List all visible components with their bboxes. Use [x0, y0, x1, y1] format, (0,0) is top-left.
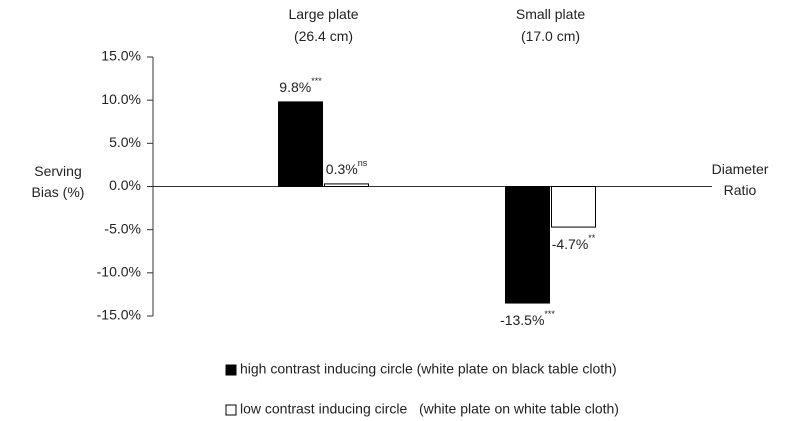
y-tick-label: -10.0%: [97, 264, 141, 280]
value-label: -13.5%***: [500, 309, 555, 327]
legend-label: low contrast inducing circle (white plat…: [240, 401, 619, 417]
value-label: 9.8%***: [279, 76, 322, 94]
x-axis-label: Diameter Ratio: [712, 161, 769, 198]
category-label: Small plate (17.0 cm): [516, 6, 585, 44]
value-label-text: -13.5%: [500, 312, 544, 328]
legend-swatch: [225, 364, 237, 376]
bar: [324, 183, 369, 188]
significance: ***: [311, 76, 322, 86]
y-axis-label-line: Serving: [34, 163, 81, 179]
value-label-text: 0.3%: [326, 161, 358, 177]
bar: [278, 101, 323, 187]
x-axis-label-line: Ratio: [724, 182, 757, 198]
bar: [505, 186, 550, 304]
bar: [551, 186, 596, 228]
value-label-text: 9.8%: [279, 79, 311, 95]
y-tick-label: 5.0%: [109, 134, 141, 150]
category-label-line: (17.0 cm): [521, 28, 580, 44]
significance: **: [588, 233, 596, 243]
y-tick-label: 10.0%: [101, 91, 141, 107]
y-axis-label-line: Bias (%): [32, 184, 85, 200]
value-label-text: -4.7%: [552, 236, 589, 252]
category-label-line: Small plate: [516, 6, 585, 22]
y-tick-label: 0.0%: [109, 177, 141, 193]
y-tick-label: -5.0%: [104, 220, 141, 236]
x-axis-label-line: Diameter: [712, 161, 769, 177]
y-tick-label: 15.0%: [101, 48, 141, 64]
legend-label: high contrast inducing circle (white pla…: [240, 361, 617, 377]
category-label: Large plate (26.4 cm): [288, 6, 358, 44]
category-label-line: Large plate: [288, 6, 358, 22]
y-axis-label: Serving Bias (%): [32, 163, 85, 200]
significance: ns: [358, 158, 368, 168]
value-label: 0.3%ns: [326, 158, 368, 176]
y-tick-label: -15.0%: [97, 307, 141, 323]
significance: ***: [544, 309, 555, 319]
legend-swatch: [225, 404, 237, 416]
category-label-line: (26.4 cm): [294, 28, 353, 44]
value-label: -4.7%**: [552, 233, 596, 251]
